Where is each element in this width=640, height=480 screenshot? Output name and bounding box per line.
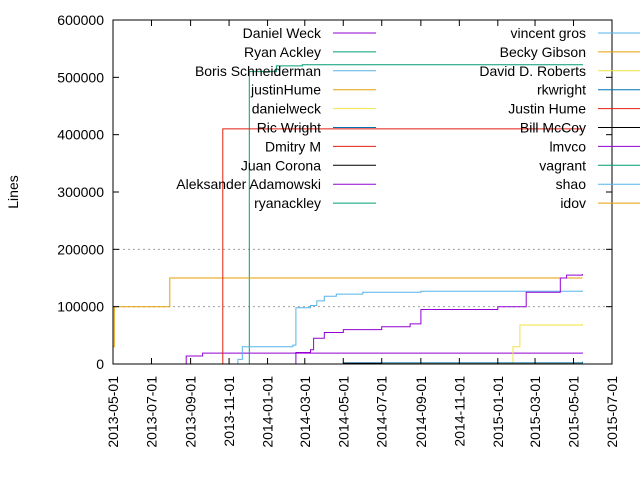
x-tick-label: 2015-07-01 xyxy=(604,376,620,448)
legend-label: lmvco xyxy=(549,138,586,154)
legend-label: rkwright xyxy=(537,82,586,98)
series-line xyxy=(248,64,583,365)
x-tick-label: 2015-01-01 xyxy=(490,376,506,448)
x-axis-ticks: 2013-05-01 2013-07-01 2013-09-01 2013-11-01… xyxy=(105,20,620,448)
x-tick-label: 2014-01-01 xyxy=(260,376,276,448)
y-tick-label: 100000 xyxy=(57,299,104,315)
legend-label: justinHume xyxy=(250,82,321,98)
legend-label: Dmitry M xyxy=(265,138,321,154)
y-axis-title: Lines xyxy=(5,175,21,208)
legend-label: Ric Wright xyxy=(257,120,321,136)
y-tick-label: 200000 xyxy=(57,241,104,257)
legend-label: David D. Roberts xyxy=(479,63,586,79)
legend-label: shao xyxy=(556,176,587,192)
legend-label: Bill McCoy xyxy=(520,120,586,136)
y-tick-label: 600000 xyxy=(57,12,104,28)
legend: Daniel Weck Ryan Ackley Boris Schneiderman… xyxy=(176,25,640,211)
y-axis-ticks: 0 100000 200000 300000 400000 500000 600000 xyxy=(57,12,612,372)
legend-label: Justin Hume xyxy=(508,101,586,117)
y-tick-label: 400000 xyxy=(57,127,104,143)
legend-label: Daniel Weck xyxy=(243,25,322,41)
legend-label: idov xyxy=(560,195,586,211)
y-tick-label: 500000 xyxy=(57,69,104,85)
x-tick-label: 2014-05-01 xyxy=(335,376,351,448)
x-tick-label: 2014-09-01 xyxy=(413,376,429,448)
series-line xyxy=(234,290,583,365)
legend-label: Aleksander Adamowski xyxy=(176,176,321,192)
series-line xyxy=(184,352,583,365)
series-line xyxy=(113,277,583,348)
legend-label: vincent gros xyxy=(511,25,586,41)
series-line xyxy=(292,274,583,365)
x-tick-label: 2013-11-01 xyxy=(221,376,237,447)
legend-label: ryanackley xyxy=(254,195,321,211)
x-tick-label: 2015-05-01 xyxy=(566,376,582,448)
x-tick-label: 2014-03-01 xyxy=(297,376,313,448)
legend-label: Ryan Ackley xyxy=(244,44,321,60)
x-tick-label: 2015-03-01 xyxy=(527,376,543,448)
legend-label: vagrant xyxy=(539,157,586,173)
legend-label: Juan Corona xyxy=(241,157,321,173)
x-tick-label: 2013-09-01 xyxy=(183,376,199,448)
x-tick-label: 2014-11-01 xyxy=(451,376,467,447)
legend-label: danielweck xyxy=(252,101,322,117)
x-tick-label: 2013-05-01 xyxy=(105,376,121,448)
x-tick-label: 2013-07-01 xyxy=(143,376,159,448)
legend-label: Boris Schneiderman xyxy=(195,63,321,79)
y-tick-label: 300000 xyxy=(57,184,104,200)
series-line xyxy=(506,323,583,365)
legend-label: Becky Gibson xyxy=(500,44,586,60)
series-line xyxy=(343,362,583,364)
grid-lines xyxy=(113,248,612,308)
y-tick-label: 0 xyxy=(96,356,104,372)
x-tick-label: 2014-07-01 xyxy=(374,376,390,448)
